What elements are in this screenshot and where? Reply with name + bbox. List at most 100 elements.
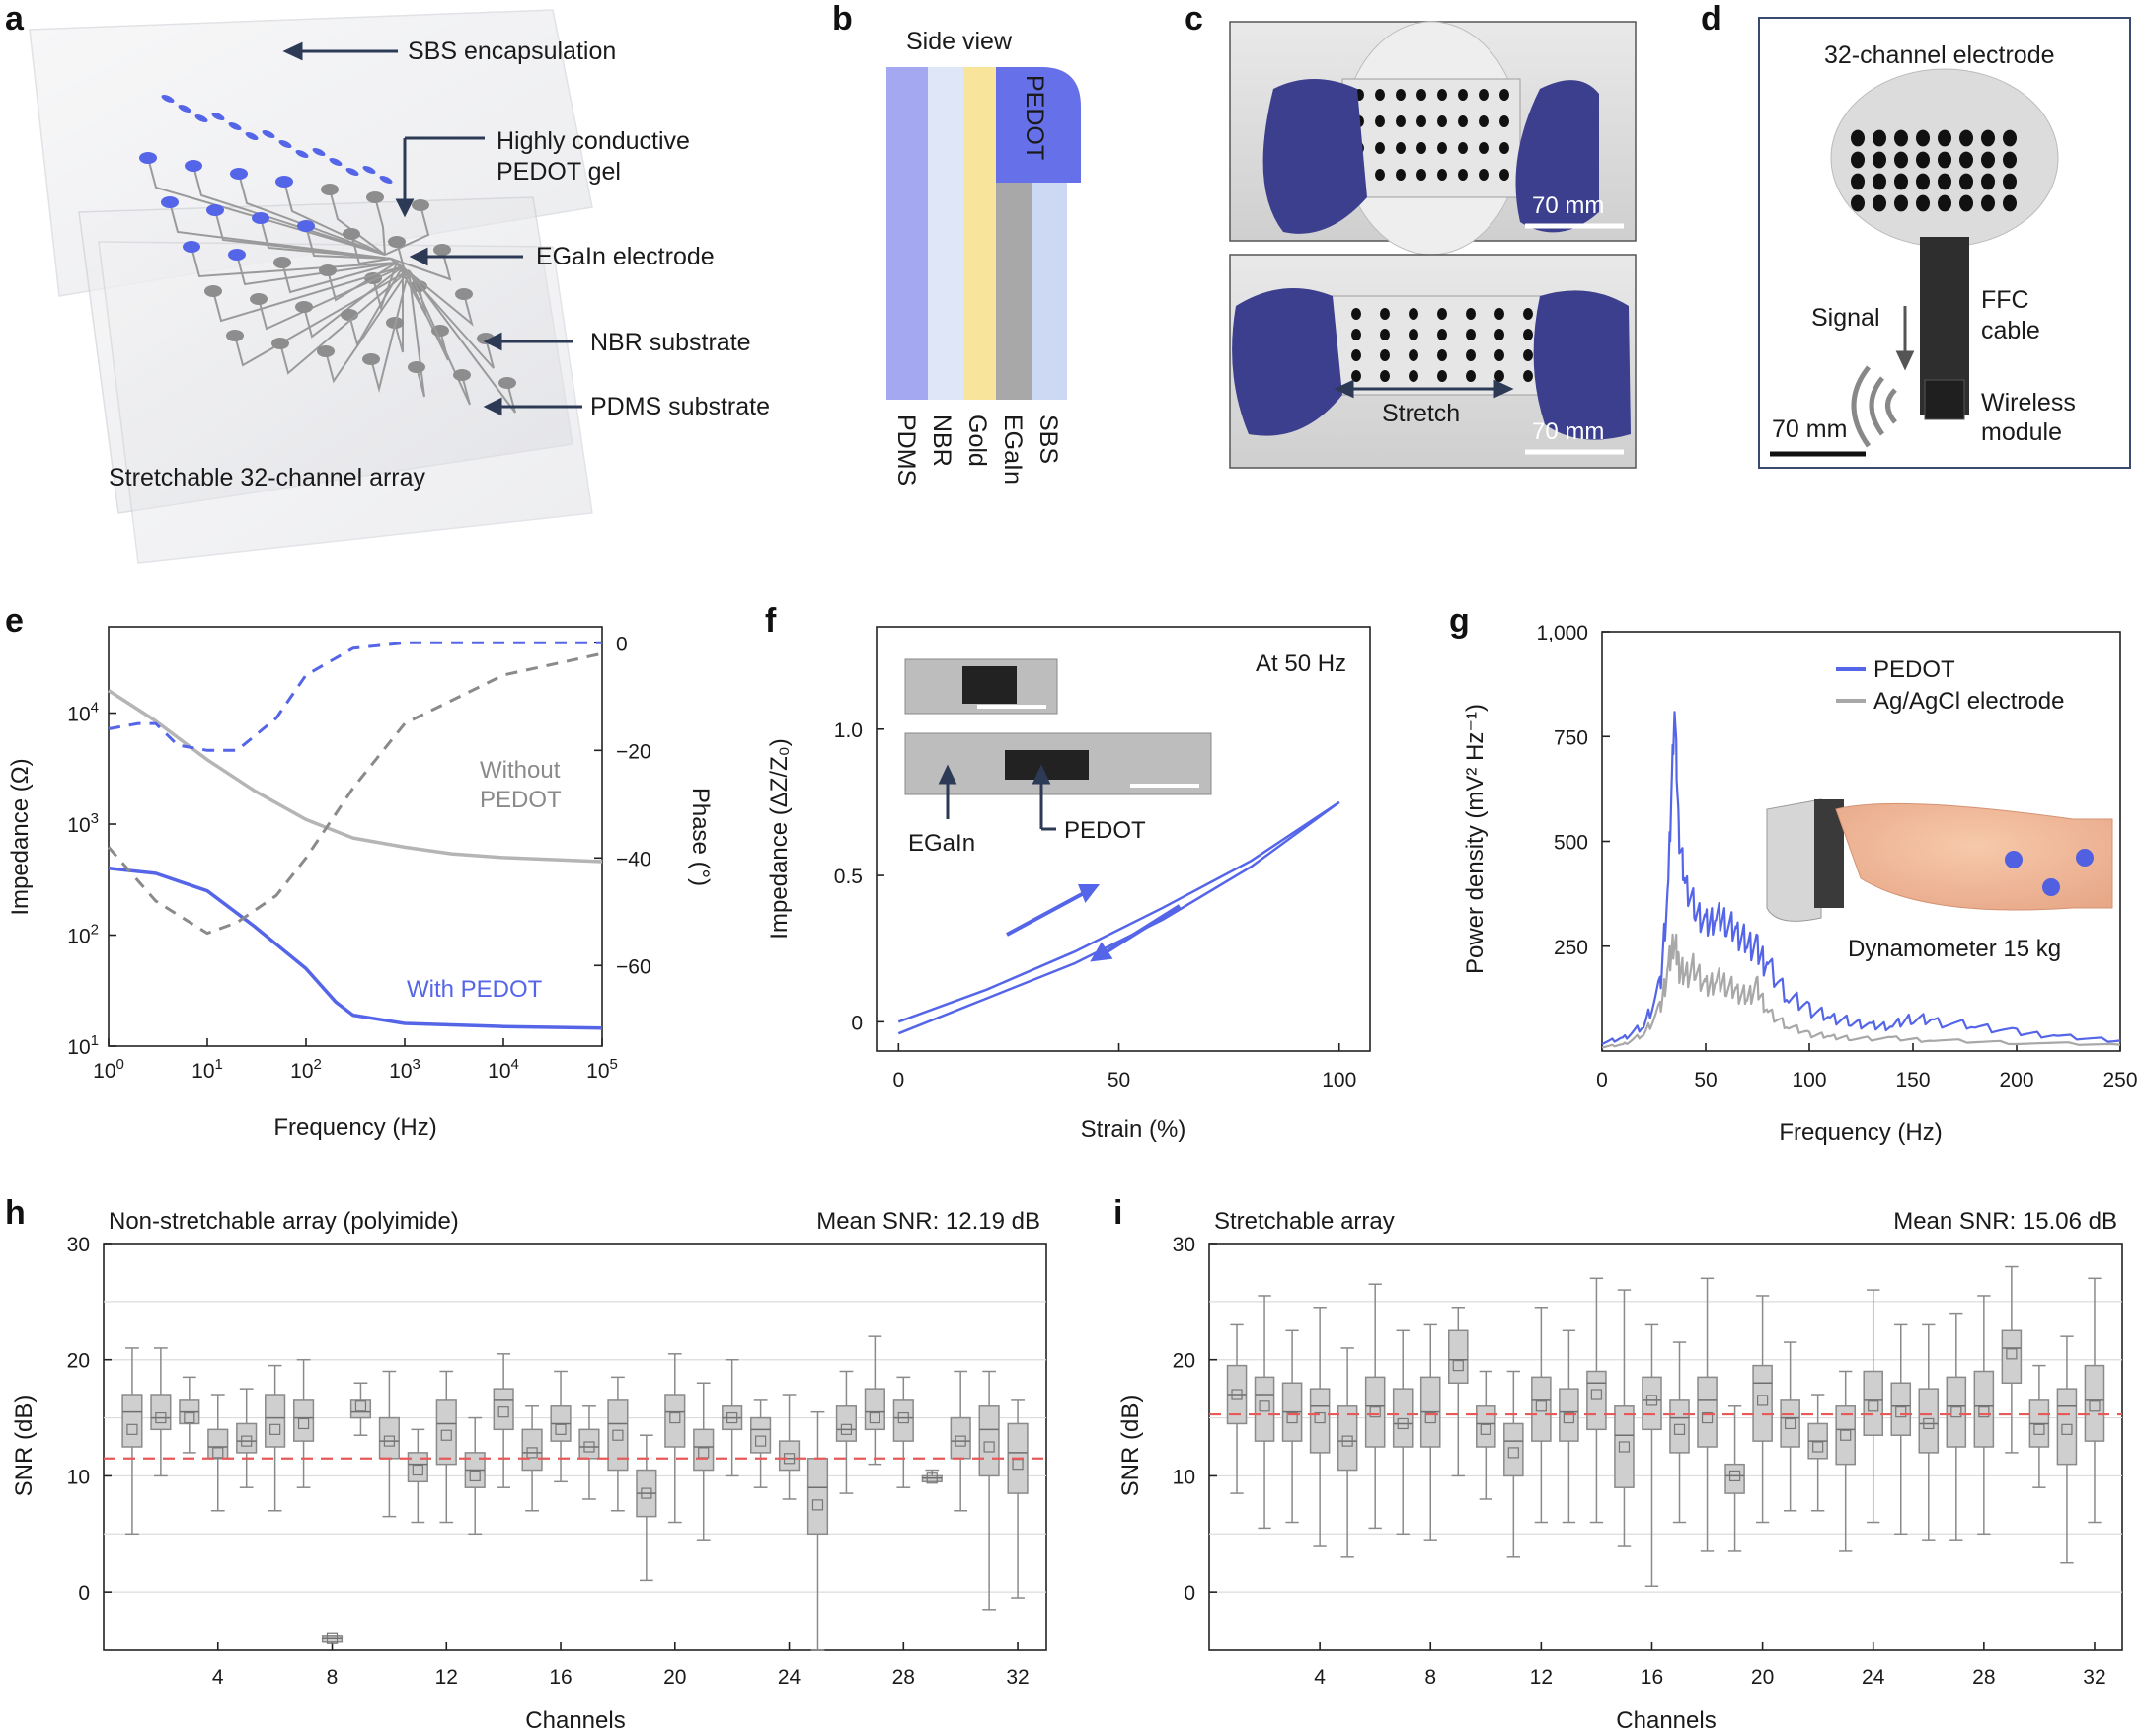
trace [214, 209, 392, 260]
pedot-dot [275, 176, 293, 188]
scale-text-bottom: 70 mm [1532, 418, 1604, 445]
mean-marker [1868, 1400, 1879, 1412]
trace [212, 265, 404, 323]
series-line [108, 867, 603, 1030]
layer-pedot [996, 67, 1081, 183]
panel-letter-b: b [832, 0, 853, 38]
panel-g: g 0 50 100 150 200 250 1,000 750 500 250 PEDOT Ag… [1449, 602, 2138, 1146]
dynamometer-label: Dynamometer 15 kg [1848, 936, 2061, 962]
pedot-dot [161, 196, 179, 208]
electrode-dot [1872, 129, 1886, 147]
mean-marker [1757, 1395, 1769, 1406]
electrode-dot [1458, 142, 1468, 154]
box [493, 1388, 514, 1431]
scale-text-top: 70 mm [1532, 192, 1604, 219]
y-tick-label: 102 [67, 922, 99, 948]
electrode-dot [319, 264, 337, 276]
trace [279, 269, 410, 375]
electrode-dot [1437, 89, 1447, 101]
pedot-dot [185, 160, 202, 172]
electrode-dot [412, 199, 429, 211]
panel-letter-d: d [1701, 0, 1721, 38]
panel-letter-c: c [1185, 0, 1203, 38]
box [1669, 1399, 1690, 1454]
pedot-gel-dash [379, 175, 393, 185]
electrode-dot [1894, 129, 1908, 147]
layer-pdms [886, 67, 928, 400]
electrode-dot [1916, 194, 1930, 212]
y-tick-label: 500 [1554, 832, 1588, 855]
trace [390, 249, 452, 281]
electrode-dot [1458, 169, 1468, 181]
trace [329, 189, 386, 256]
y-tick-label: 10 [67, 1466, 90, 1488]
electrode-dot [1938, 151, 1951, 169]
panel-letter-f: f [765, 602, 777, 640]
electrode-dot [1494, 308, 1504, 320]
electrode-dot [1375, 142, 1385, 154]
ffc-label-2: cable [1981, 317, 2040, 344]
scale-text-d: 70 mm [1772, 415, 1847, 443]
layer-label-sbs: SBS [1034, 415, 1062, 464]
electrode-dot [1351, 329, 1361, 340]
panel-letter-g: g [1449, 602, 1470, 640]
layer-label-nbr: NBR [928, 415, 955, 467]
mean-marker [983, 1441, 995, 1453]
mean-marker [326, 1632, 339, 1644]
box [407, 1452, 428, 1483]
electrode-dot [1894, 194, 1908, 212]
box [1392, 1388, 1414, 1448]
electrode-dot [1981, 194, 1995, 212]
x-tick-label: 104 [488, 1056, 519, 1083]
y-tick-label: 103 [67, 810, 99, 837]
box [1642, 1376, 1662, 1431]
mean-marker [1728, 1470, 1741, 1482]
mean-marker [840, 1423, 853, 1435]
glove-right-stretch [1533, 290, 1631, 440]
stretch-label: Stretch [1382, 400, 1460, 427]
y-tick-label: 250 [1554, 937, 1588, 959]
trace [325, 269, 410, 384]
electrode-dot [1872, 173, 1886, 190]
inset-arrows [938, 764, 1056, 831]
electrode-dot [1479, 169, 1489, 181]
mean-marker [1397, 1417, 1409, 1430]
mean-marker [555, 1423, 567, 1435]
box [1890, 1382, 1912, 1436]
inset-pedot-2 [1005, 750, 1089, 780]
hysteresis-line [897, 800, 1340, 1023]
electrode-dot [1872, 194, 1886, 212]
mean-marker [1424, 1411, 1436, 1424]
trace [236, 254, 398, 286]
side-view-title: Side view [906, 28, 1013, 55]
box [292, 1399, 315, 1442]
panel-d: d 32-channel electrode Signal FFC cable … [1701, 0, 2131, 469]
mean-marker [1673, 1423, 1686, 1435]
legend-agagcl: Ag/AgCl electrode [1873, 688, 2064, 715]
photo-stretched: Stretch 70 mm [1229, 254, 1637, 469]
legend-pedot: PEDOT [1873, 656, 1955, 683]
callout-pedot-2: PEDOT gel [497, 158, 621, 186]
h-title: Non-stretchable array (polyimide) [109, 1208, 459, 1235]
panel-letter-h: h [5, 1194, 26, 1232]
panel-letter-e: e [5, 602, 24, 640]
panel-f: f 0 50 100 0 0.5 1.0 At 50 Hz EGaIn PEDOT Imp… [765, 602, 1371, 1143]
electrode-dot [455, 288, 473, 300]
mean-marker [297, 1417, 310, 1430]
pedot-gel-dash [228, 121, 242, 131]
electrode-dot [1409, 329, 1418, 340]
x-tick-label: 150 [1895, 1069, 1930, 1092]
glove-right [1515, 80, 1599, 233]
x-tick-label: 32 [1006, 1666, 1029, 1689]
box [978, 1405, 1000, 1477]
electrode-dot [1437, 308, 1447, 320]
electrode-dot [1851, 173, 1865, 190]
glove-left-stretch [1232, 288, 1342, 436]
mean-marker [612, 1429, 624, 1441]
electrode-dot [1499, 115, 1509, 127]
electrode-dot [1523, 308, 1533, 320]
x-tick-label: 50 [1694, 1069, 1717, 1092]
electrode-dot [1916, 129, 1930, 147]
mean-marker [1452, 1359, 1464, 1372]
x-tick-label: 102 [290, 1056, 322, 1083]
